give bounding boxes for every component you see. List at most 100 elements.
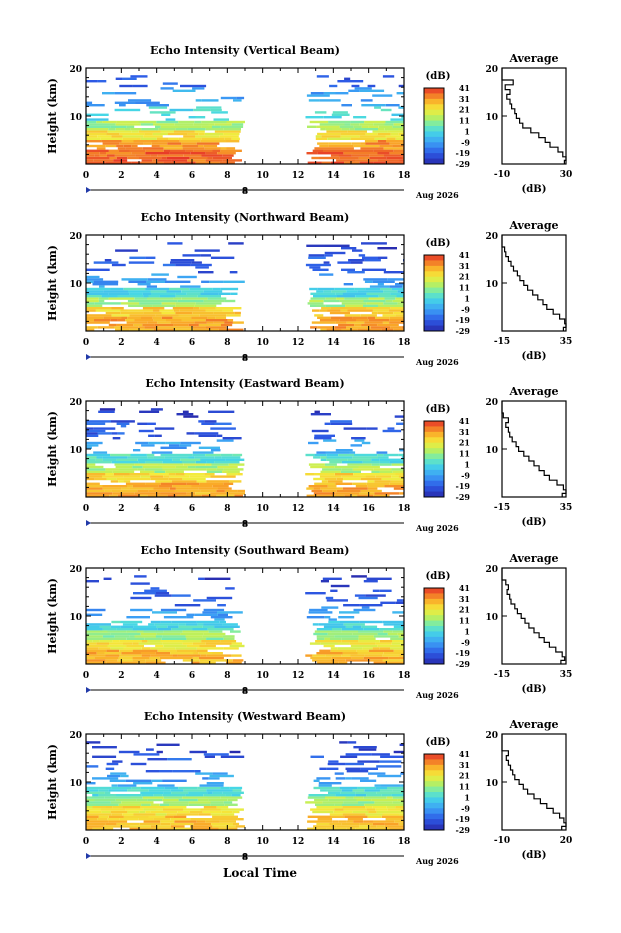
heatmap-cell (92, 746, 117, 748)
heatmap-cell (369, 319, 389, 321)
heatmap-cell (104, 652, 121, 654)
heatmap-cell (134, 140, 152, 142)
heatmap-cell (173, 324, 188, 326)
heatmap-cell (123, 647, 141, 649)
average-xlabel: (dB) (522, 184, 547, 195)
heatmap-cell (368, 811, 376, 813)
heatmap-cell (169, 288, 189, 290)
heatmap-cell (183, 411, 189, 413)
heatmap-cell (180, 442, 201, 444)
heatmap-cell (221, 640, 236, 642)
heatmap-cell (179, 444, 191, 446)
heatmap-cell (111, 811, 128, 813)
heatmap-cell (352, 154, 370, 156)
heatmap-cell (86, 278, 103, 280)
heatmap-cell (175, 123, 194, 125)
heatmap-cell (155, 435, 162, 437)
heatmap-cell (387, 806, 395, 808)
heatmap-cell (202, 154, 223, 156)
heatmap-cell (198, 487, 218, 489)
heatmap-cell (195, 772, 212, 774)
heatmap-cell (120, 640, 142, 642)
heatmap-cell (324, 300, 340, 302)
heatmap-cell (313, 269, 329, 271)
heatmap-cell (213, 485, 229, 487)
heatmap-cell (221, 324, 232, 326)
heatmap-cell (119, 657, 133, 659)
heatmap-cell (86, 138, 101, 140)
heatmap-cell (221, 813, 235, 815)
heatmap-cell (144, 630, 164, 632)
heatmap-cell (165, 456, 189, 458)
average-title: Average (508, 219, 558, 232)
heatmap-cell (183, 659, 200, 661)
heatmap-cell (86, 442, 103, 444)
heatmap-cell (164, 147, 183, 149)
heatmap-cell (337, 478, 343, 480)
heatmap-cell (364, 657, 388, 659)
heatmap-cell (327, 599, 348, 601)
heatmap-cell (154, 794, 163, 796)
y-axis-label: Height (km) (46, 411, 59, 487)
heatmap-cell (109, 297, 135, 299)
heatmap-cell (335, 492, 359, 494)
heatmap-cell (198, 420, 204, 422)
heatmap-cell (134, 575, 147, 577)
heatmap-cell (383, 290, 397, 292)
heatmap-cell (126, 808, 144, 810)
heatmap-cell (182, 796, 207, 798)
heatmap-cell (326, 128, 333, 130)
heatmap-cell (170, 475, 190, 477)
heatmap-cell (310, 326, 317, 328)
heatmap-cell (325, 654, 341, 656)
heatmap-cell (86, 288, 111, 290)
heatmap-cell (222, 471, 228, 473)
heatmap-cell (112, 492, 135, 494)
colorbar-tick-label: 41 (459, 749, 470, 759)
x-tick-label: 10 (256, 671, 269, 681)
heatmap-cell (166, 118, 176, 120)
heatmap-cell (216, 468, 224, 470)
heatmap-cell (329, 799, 342, 801)
heatmap-cell (389, 461, 404, 463)
heatmap-cell (335, 794, 355, 796)
heatmap-cell (368, 317, 375, 319)
heatmap-cell (198, 145, 204, 147)
heatmap-cell (354, 796, 364, 798)
heatmap-cell (213, 150, 221, 152)
heatmap-cell (359, 123, 373, 125)
heatmap-cell (158, 154, 184, 156)
heatmap-cell (111, 626, 121, 628)
heatmap-cell (345, 314, 361, 316)
heatmap-cell (344, 283, 353, 285)
x-tick-label: 8 (224, 671, 230, 681)
heatmap-cell (213, 772, 228, 774)
heatmap-cell (365, 281, 373, 283)
heatmap-cell (383, 314, 396, 316)
heatmap-cell (131, 145, 137, 147)
heatmap-cell (127, 321, 148, 323)
heatmap-cell (206, 642, 232, 644)
heatmap-cell (357, 787, 375, 789)
heatmap-cell (392, 630, 404, 632)
average-title: Average (508, 718, 558, 731)
heatmap-cell (221, 456, 240, 458)
heatmap-cell (363, 820, 373, 822)
colorbar-swatch (424, 421, 444, 427)
average-y-tick-label: 20 (485, 398, 498, 408)
heatmap-cell (355, 792, 376, 794)
heatmap-cell (163, 475, 170, 477)
average-frame (502, 568, 566, 664)
heatmap-cell (344, 427, 367, 429)
colorbar-tick-label: -19 (456, 148, 471, 158)
heatmap-cell (353, 626, 362, 628)
heatmap-cell (207, 792, 213, 794)
colorbar-unit: (dB) (426, 71, 451, 82)
heatmap-cell (125, 319, 134, 321)
heatmap-cell (141, 138, 157, 140)
heatmap-cells (86, 75, 404, 164)
heatmap-cell (103, 456, 128, 458)
heatmap-cell (319, 273, 333, 275)
heatmap-cell (143, 466, 162, 468)
